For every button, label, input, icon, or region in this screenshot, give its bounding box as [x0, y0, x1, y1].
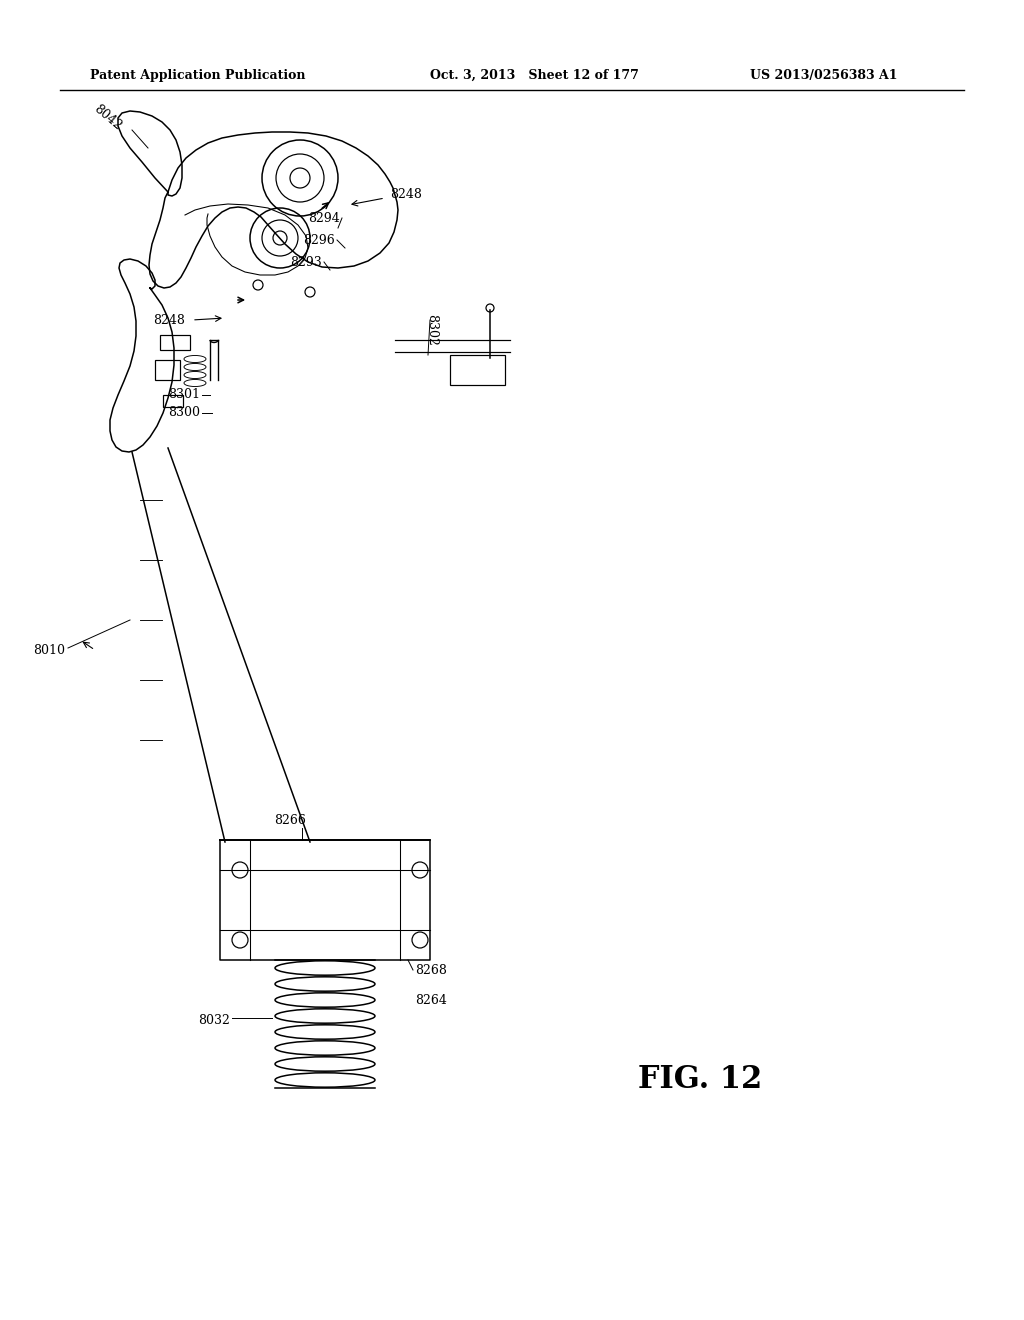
Text: 8264: 8264	[415, 994, 446, 1006]
Bar	[160, 335, 190, 350]
Text: 8301: 8301	[168, 388, 200, 401]
Text: 8248: 8248	[390, 187, 422, 201]
Bar	[155, 360, 180, 380]
Text: 8293: 8293	[290, 256, 322, 268]
Text: 8248: 8248	[154, 314, 185, 326]
Text: 8268: 8268	[415, 964, 446, 977]
Text: 8294: 8294	[308, 211, 340, 224]
Text: 8266: 8266	[274, 813, 306, 826]
Text: 8300: 8300	[168, 407, 200, 420]
Text: Patent Application Publication: Patent Application Publication	[90, 69, 305, 82]
Bar	[163, 395, 183, 407]
Text: Oct. 3, 2013   Sheet 12 of 177: Oct. 3, 2013 Sheet 12 of 177	[430, 69, 639, 82]
Bar	[450, 355, 505, 385]
Text: 8302: 8302	[425, 314, 438, 346]
Text: 8042: 8042	[91, 103, 124, 133]
Text: 8032: 8032	[198, 1014, 230, 1027]
Text: 8010: 8010	[33, 644, 65, 656]
Text: US 2013/0256383 A1: US 2013/0256383 A1	[750, 69, 897, 82]
Text: FIG. 12: FIG. 12	[638, 1064, 762, 1096]
Text: 8296: 8296	[303, 234, 335, 247]
